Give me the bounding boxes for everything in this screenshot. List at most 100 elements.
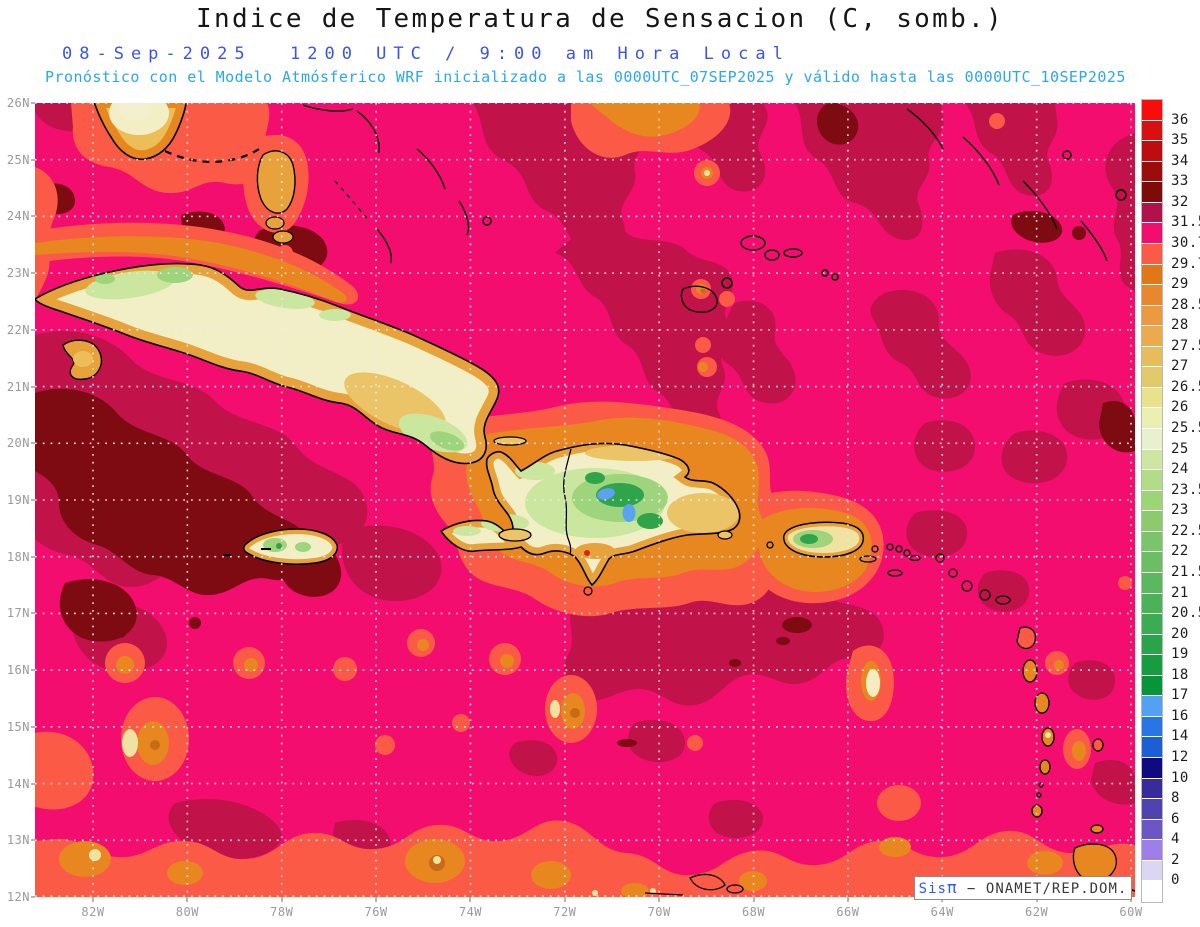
puerto-rico-land (783, 522, 864, 557)
colorbar-tick-label: 20.5 (1171, 605, 1200, 622)
isle-of-youth (62, 339, 103, 380)
lat-label: 23N (6, 266, 30, 281)
lesser-antilles (644, 541, 1135, 897)
colorbar-cell (1142, 840, 1162, 861)
lon-label: 68W (741, 905, 766, 919)
colorbar-tick-label: 16 (1171, 707, 1189, 724)
florida-keys (164, 148, 260, 163)
colorbar-cell (1142, 243, 1162, 265)
saona-island (717, 530, 733, 540)
lat-tick (31, 555, 35, 558)
colorbar-cell (1142, 264, 1162, 286)
lat-tick (31, 102, 35, 104)
attribution-box: Sisπ − ONAMET/REP.DOM. (914, 876, 1132, 900)
lat-label: 22N (6, 322, 30, 337)
lon-label: 66W (836, 905, 860, 919)
valid-time-label: 1200 UTC / 9:00 am Hora Local (290, 44, 790, 64)
lon-tick (752, 897, 755, 902)
lat-tick (31, 782, 35, 785)
colorbar-cell (1142, 552, 1162, 573)
lon-label: 72W (553, 905, 577, 919)
lat-tick (31, 215, 35, 218)
lat-tick (31, 442, 35, 445)
lon-label: 78W (270, 905, 294, 919)
colorbar-cell (1142, 223, 1162, 244)
colorbar-cell (1142, 778, 1162, 800)
colorbar-cell (1142, 799, 1162, 820)
lon-label: 76W (364, 905, 388, 919)
lat-label: 24N (6, 209, 30, 224)
lat-label: 15N (6, 719, 30, 734)
colorbar-cell (1142, 346, 1162, 368)
colorbar-tick-label: 25.5 (1171, 420, 1200, 437)
bahamas-islands (302, 104, 1127, 313)
colorbar-tick-label: 22 (1171, 543, 1189, 560)
date-label: 08-Sep-2025 (62, 44, 252, 64)
lat-label: 17N (6, 606, 30, 621)
colorbar-tick-label: 20 (1171, 625, 1189, 642)
colorbar-cell (1142, 141, 1162, 162)
attribution-source: ONAMET/REP.DOM. (985, 881, 1128, 897)
colorbar-legend: 363534333231.530.729.72928.52827.52726.5… (1141, 99, 1200, 905)
maroon-patches (35, 103, 1135, 747)
colorbar-cell (1142, 305, 1162, 327)
colorbar-cell (1142, 161, 1162, 183)
lon-label: 80W (175, 905, 199, 919)
colorbar-cell (1142, 511, 1162, 532)
colorbar-cell (1142, 716, 1162, 738)
colorbar-cell (1142, 655, 1162, 676)
colorbar-tick-label: 17 (1171, 687, 1189, 704)
colorbar-tick-label: 22.5 (1171, 522, 1200, 539)
colorbar-tick-label: 23 (1171, 502, 1189, 519)
lat-label: 19N (6, 493, 30, 507)
colorbar-cell (1142, 367, 1162, 388)
lat-tick (31, 612, 35, 615)
colorbar-tick-label: 31.5 (1171, 214, 1200, 231)
lat-tick (31, 896, 35, 898)
colorbar-cell (1142, 429, 1162, 450)
date-time-line: 08-Sep-2025 1200 UTC / 9:00 am Hora Loca… (0, 44, 1200, 66)
colorbar-tick-label: 27.5 (1171, 337, 1200, 354)
colorbar-cell (1142, 675, 1162, 697)
colorbar-tick-label: 12 (1171, 749, 1189, 766)
lon-tick (92, 897, 94, 902)
colorbar-tick-label: 26.5 (1171, 378, 1200, 395)
colorbar-tick-label: 21.5 (1171, 563, 1200, 580)
lon-tick (563, 897, 566, 902)
lat-label: 26N (6, 96, 30, 110)
lat-tick (31, 499, 35, 501)
forecast-note: Pronóstico con el Modelo Atmósferico WRF… (45, 68, 1126, 86)
colorbar-tick-label: 33 (1171, 173, 1189, 190)
colorbar-cell (1142, 531, 1162, 553)
colorbar-tick-label: 28 (1171, 317, 1189, 334)
colorbar-tick-label: 25 (1171, 440, 1189, 457)
colorbar-cell (1142, 614, 1162, 635)
lon-tick (375, 897, 378, 902)
lon-label: 70W (647, 905, 671, 919)
lon-label: 82W (81, 905, 105, 919)
lon-label: 64W (930, 905, 954, 919)
lat-label: 25N (6, 152, 30, 167)
lat-label: 16N (6, 663, 30, 678)
colorbar-cell (1142, 696, 1162, 717)
lat-tick (31, 725, 35, 728)
lon-label: 60W (1119, 905, 1143, 919)
colorbar-cell (1142, 182, 1162, 203)
colorbar-cell (1142, 881, 1162, 902)
colorbar-cell (1142, 470, 1162, 491)
lat-label: 14N (6, 776, 30, 791)
sispi-logo: Sisπ (918, 878, 958, 897)
colorbar-tick-label: 27 (1171, 358, 1189, 375)
colorbar-tick-label: 36 (1171, 111, 1189, 128)
colorbar-cell (1142, 100, 1162, 121)
colorbar-cell (1142, 860, 1162, 882)
colorbar-tick-label: 8 (1171, 790, 1180, 807)
colorbar-cell (1142, 387, 1162, 409)
colorbar-cell (1142, 737, 1162, 758)
colorbar-cell (1142, 285, 1162, 306)
gonave-island (498, 528, 532, 542)
colorbar-cell (1142, 202, 1162, 224)
colorbar-tick-label: 2 (1171, 851, 1180, 868)
colorbar-cell (1142, 819, 1162, 841)
colorbar-tick-label: 10 (1171, 769, 1189, 786)
